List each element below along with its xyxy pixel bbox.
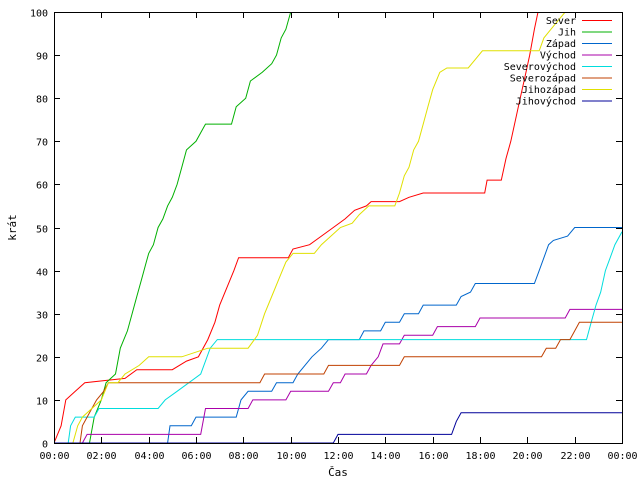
- x-tick-label: 04:00: [134, 451, 164, 462]
- x-tick-label: 06:00: [181, 451, 211, 462]
- legend-label: Sever: [546, 16, 576, 27]
- legend-label: Západ: [546, 38, 576, 50]
- x-tick-label: 00:00: [607, 451, 637, 462]
- x-tick-label: 08:00: [228, 451, 258, 462]
- y-tick-label: 70: [36, 138, 48, 149]
- legend-label: Jih: [558, 28, 576, 39]
- y-tick-label: 60: [36, 181, 48, 192]
- series-line-severovýchod: [54, 231, 622, 443]
- legend-label: Jihovýchod: [516, 96, 576, 108]
- x-tick-label: 14:00: [370, 451, 400, 462]
- series-line-sever: [54, 12, 622, 443]
- y-tick-label: 30: [36, 311, 48, 322]
- y-tick-label: 90: [36, 52, 48, 63]
- x-tick-label: 02:00: [86, 451, 116, 462]
- series-line-severozápad: [54, 321, 622, 443]
- y-tick-label: 100: [30, 9, 48, 20]
- legend: SeverJihZápadVýchodSeverovýchodSeverozáp…: [504, 16, 612, 108]
- x-tick-label: 00:00: [39, 451, 69, 462]
- y-tick-label: 40: [36, 268, 48, 279]
- legend-label: Severovýchod: [504, 61, 576, 73]
- y-axis-title: krát: [6, 214, 19, 241]
- legend-label: Jihozápad: [522, 84, 576, 96]
- plot-layer: [54, 12, 622, 443]
- x-tick-label: 22:00: [560, 451, 590, 462]
- y-tick-label: 50: [36, 225, 48, 236]
- y-axis-ticks: 0 10 20 30 40 50 60 70 80 90 100: [30, 9, 622, 451]
- x-axis-ticks: 00:00 02:00 04:00 06:00 08:00 10:00 12:00 14:00…: [39, 12, 638, 462]
- series-line-jihozápad: [54, 12, 622, 443]
- legend-label: Severozápad: [510, 73, 576, 85]
- x-tick-label: 18:00: [465, 451, 495, 462]
- series-line-východ: [54, 308, 622, 443]
- y-tick-label: 20: [36, 354, 48, 365]
- y-tick-label: 80: [36, 95, 48, 106]
- y-tick-label: 10: [36, 397, 48, 408]
- x-tick-label: 16:00: [418, 451, 448, 462]
- x-tick-label: 10:00: [276, 451, 306, 462]
- series-line-jihovýchod: [54, 412, 622, 443]
- series-line-západ: [54, 227, 622, 443]
- x-tick-label: 20:00: [512, 451, 542, 462]
- series-line-jih: [54, 12, 622, 443]
- x-axis-title: Čas: [328, 466, 348, 479]
- x-tick-label: 12:00: [323, 451, 353, 462]
- legend-label: Východ: [540, 50, 576, 62]
- y-tick-label: 0: [42, 440, 48, 451]
